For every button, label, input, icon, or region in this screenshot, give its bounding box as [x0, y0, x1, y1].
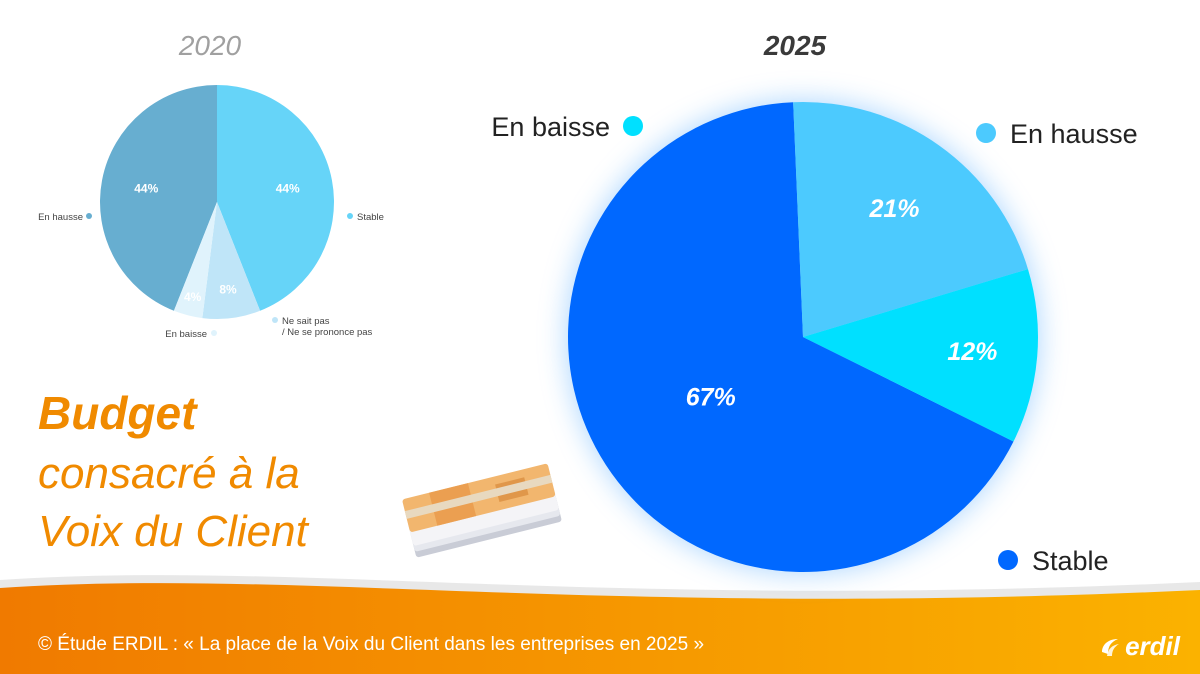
legend-2020-nsp-line1: Ne sait pas — [282, 316, 330, 327]
legend-2020-nsp-line2: / Ne se prononce pas — [282, 327, 373, 338]
pie2025-slice-1 — [793, 102, 1028, 337]
pie2020-value-label-1: 44% — [276, 182, 300, 196]
legend-2025: En baisse En hausse Stable — [491, 112, 1137, 576]
legend-2025-en-baisse-dot — [623, 116, 643, 136]
legend-2025-en-baisse: En baisse — [491, 112, 610, 142]
chart-2020-title: 2020 — [178, 30, 242, 61]
legend-2020: En hausse Stable Ne sait pas / Ne se pro… — [38, 212, 384, 340]
erdil-logo-icon — [1102, 638, 1120, 656]
legend-2020-en-hausse-dot — [86, 213, 92, 219]
legend-2020-en-baisse: En baisse — [165, 329, 207, 340]
pie2020-value-label-2: 8% — [219, 283, 237, 297]
pie2025-slice-2 — [803, 269, 1038, 442]
legend-2020-stable-dot — [347, 213, 353, 219]
banknote-stack-icon — [402, 463, 562, 558]
pie-2020: 44% 44% 8% 4% — [99, 85, 335, 319]
pie2020-slice-3 — [173, 202, 217, 319]
pie2020-value-label-3: 4% — [184, 290, 202, 304]
erdil-logo-text: erdil — [1125, 631, 1180, 661]
headline-line2: Voix du Client — [38, 507, 308, 556]
pie2025-value-label-1: 21% — [869, 195, 920, 223]
legend-2020-en-baisse-dot — [211, 330, 217, 336]
footer-source: © Étude ERDIL : « La place de la Voix du… — [38, 634, 705, 655]
pie2025-value-label-0: 67% — [686, 384, 736, 412]
legend-2025-en-hausse: En hausse — [1010, 119, 1138, 149]
pie2020-slice-1 — [217, 85, 335, 311]
legend-2025-stable: Stable — [1032, 546, 1109, 576]
legend-2020-en-hausse: En hausse — [38, 212, 83, 223]
pie2020-slice-0 — [99, 85, 217, 311]
erdil-logo[interactable]: erdil — [1099, 631, 1180, 662]
legend-2025-stable-dot — [998, 550, 1018, 570]
pie-2025: 67% 21% 12% — [567, 102, 1038, 572]
legend-2025-en-hausse-dot — [976, 123, 996, 143]
legend-2020-stable: Stable — [357, 212, 384, 223]
headline-title: Budget — [38, 387, 197, 439]
legend-2020-nsp-dot — [272, 317, 278, 323]
pie2025-slice-0 — [567, 102, 1014, 572]
chart-2025-title: 2025 — [763, 30, 827, 61]
pie2020-slice-2 — [202, 202, 261, 319]
pie2020-value-label-0: 44% — [134, 182, 158, 196]
footer-wave — [0, 583, 1200, 674]
headline-line1: consacré à la — [38, 449, 300, 498]
pie2025-value-label-2: 12% — [947, 338, 997, 366]
